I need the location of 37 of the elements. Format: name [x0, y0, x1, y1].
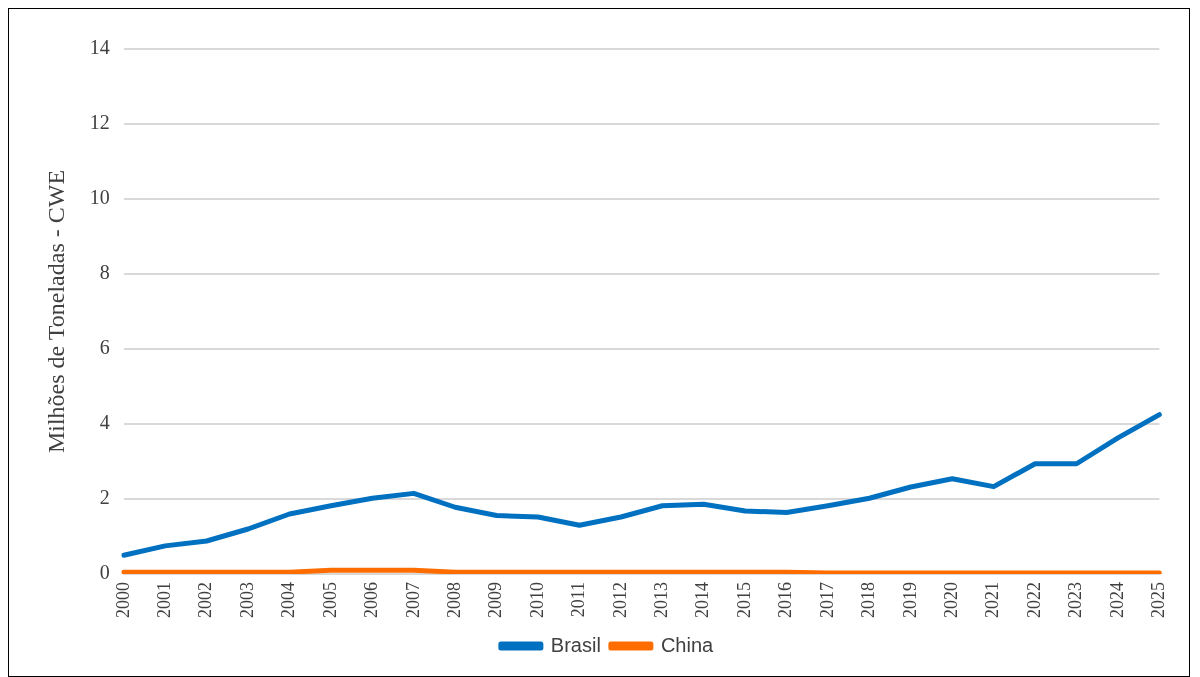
x-tick-label: 2002: [195, 582, 216, 618]
y-tick-label: 2: [99, 486, 110, 509]
x-tick-label: 2013: [651, 582, 672, 618]
x-tick-label: 2007: [402, 582, 423, 618]
x-tick-label: 2015: [733, 582, 754, 618]
x-tick-label: 2023: [1065, 582, 1086, 618]
x-tick-label: 2022: [1023, 582, 1044, 618]
legend-label: Brasil: [550, 633, 601, 656]
x-tick-label: 2018: [858, 582, 879, 618]
x-tick-label: 2005: [319, 582, 340, 618]
x-tick-label: 2004: [278, 582, 299, 618]
x-tick-label: 2020: [941, 582, 962, 618]
x-tick-label: 2019: [899, 582, 920, 618]
x-tick-label: 2009: [485, 582, 506, 618]
x-tick-label: 2014: [692, 582, 713, 618]
y-tick-label: 6: [99, 336, 110, 359]
y-tick-label: 8: [99, 261, 110, 284]
x-tick-label: 2024: [1106, 582, 1127, 618]
y-axis-title: Milhões de Toneladas - CWE: [42, 169, 69, 454]
x-tick-label: 2003: [236, 582, 257, 618]
x-tick-label: 2000: [112, 582, 133, 618]
x-tick-label: 2008: [443, 582, 464, 618]
x-tick-label: 2025: [1148, 582, 1169, 618]
x-tick-label: 2016: [775, 582, 796, 618]
y-tick-label: 14: [89, 36, 110, 59]
x-tick-label: 2006: [361, 582, 382, 618]
x-tick-label: 2017: [816, 582, 837, 618]
y-tick-label: 4: [99, 411, 110, 434]
x-tick-label: 2011: [568, 582, 589, 618]
x-tick-label: 2021: [982, 582, 1003, 618]
x-tick-label: 2012: [609, 582, 630, 618]
x-tick-label: 2001: [153, 582, 174, 618]
y-tick-label: 0: [99, 561, 110, 584]
x-tick-label: 2010: [526, 582, 547, 618]
y-tick-label: 10: [89, 186, 110, 209]
legend-label: China: [660, 633, 715, 656]
y-tick-label: 12: [89, 111, 110, 134]
